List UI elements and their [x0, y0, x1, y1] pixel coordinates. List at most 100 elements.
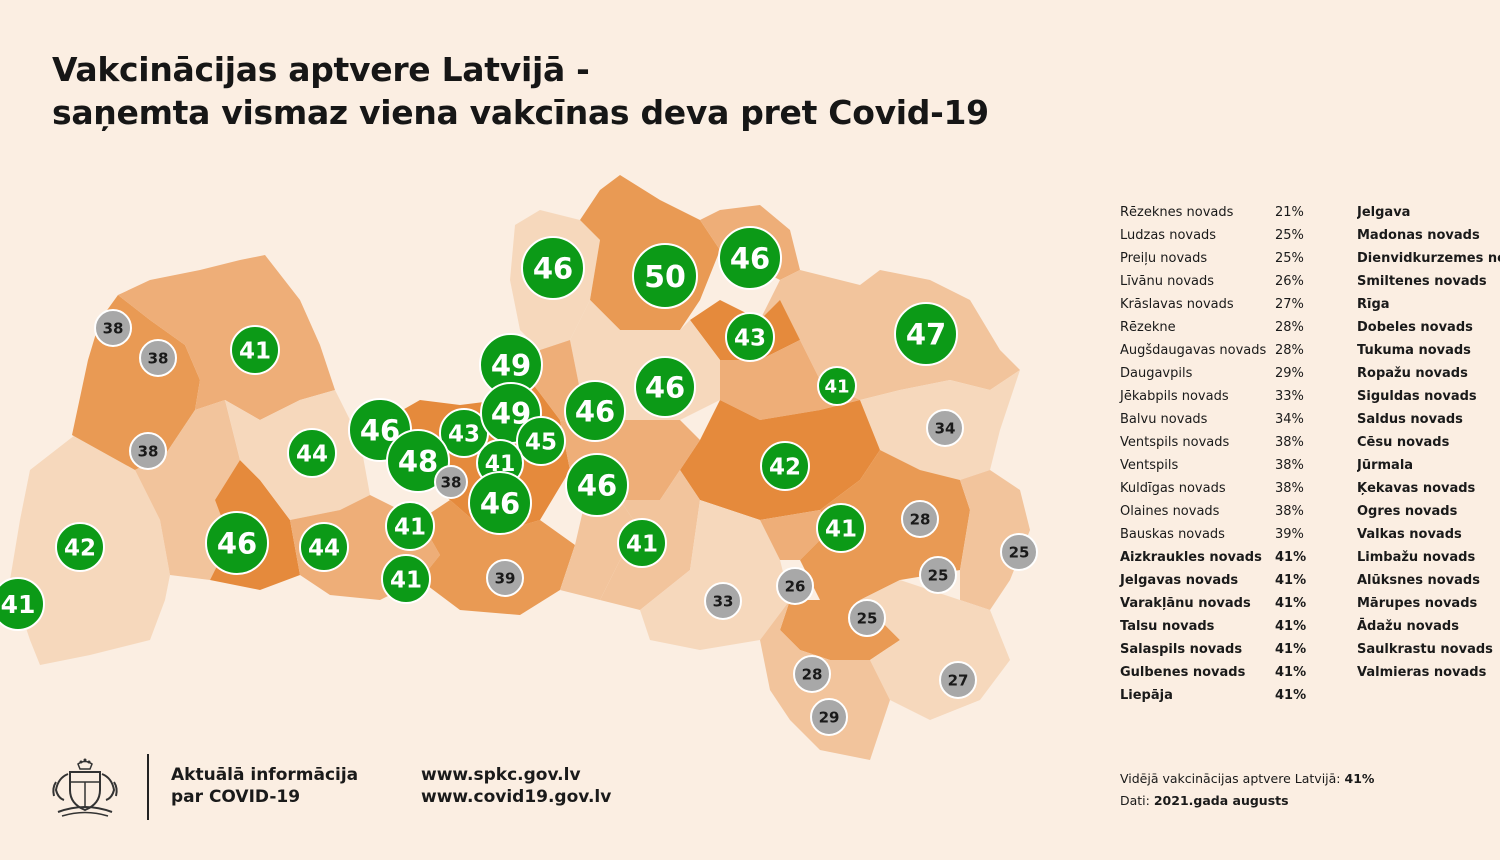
- marker-circle: [617, 518, 667, 568]
- coverage-row: Jēkabpils novads 33%: [1120, 385, 1320, 408]
- footer-info-line-2: par COVID-19: [171, 787, 301, 807]
- link-covid19[interactable]: www.covid19.gov.lv: [421, 787, 612, 807]
- coverage-row: Aizkraukles novads 41%: [1120, 546, 1320, 569]
- coverage-percent: 25%: [1275, 251, 1304, 266]
- marker-value: 38: [441, 473, 462, 491]
- coverage-row: Ludzas novads 25%: [1120, 224, 1320, 247]
- average-label: Vidējā vakcinācijas aptvere Latvijā:: [1120, 771, 1341, 786]
- marker-value: 26: [785, 577, 806, 595]
- marker-circle: [230, 325, 280, 375]
- map-marker: 38: [434, 465, 468, 499]
- coverage-row: Gulbenes novads 41%: [1120, 661, 1320, 684]
- map-marker: 41: [617, 518, 667, 568]
- marker-value: 38: [103, 319, 124, 337]
- marker-circle: [901, 500, 939, 538]
- marker-value: 47: [906, 317, 946, 351]
- marker-value: 34: [935, 419, 956, 437]
- municipality-name: Tukuma novads: [1357, 343, 1471, 358]
- marker-circle: [139, 339, 177, 377]
- marker-circle: [205, 511, 269, 575]
- link-spkc[interactable]: www.spkc.gov.lv: [421, 765, 581, 785]
- municipality-name: Ogres novads: [1357, 504, 1458, 519]
- map-marker: 34: [926, 409, 964, 447]
- marker-circle: [718, 226, 782, 290]
- footer-info-line-1: Aktuālā informācija: [171, 765, 359, 785]
- coverage-percent: 29%: [1275, 366, 1304, 381]
- municipality-name: Jūrmala: [1357, 458, 1414, 473]
- map-marker: 41: [385, 501, 435, 551]
- map-marker: 25: [848, 599, 886, 637]
- marker-value: 42: [769, 454, 801, 480]
- marker-circle: [760, 441, 810, 491]
- map-marker: 39: [486, 559, 524, 597]
- marker-circle: [810, 698, 848, 736]
- municipality-name: Dobeles novads: [1357, 320, 1473, 335]
- region-bauska: [560, 480, 640, 600]
- footer-info: Aktuālā informācija par COVID-19: [171, 764, 358, 808]
- marker-circle: [704, 582, 742, 620]
- map-marker: 46: [634, 356, 696, 418]
- marker-circle: [434, 465, 468, 499]
- coverage-percent: 38%: [1275, 481, 1304, 496]
- municipality-name: Mārupes novads: [1357, 596, 1478, 611]
- municipality-name: Līvānu novads: [1120, 274, 1215, 289]
- title-line-1: Vakcinācijas aptvere Latvijā -: [52, 50, 590, 89]
- marker-value: 28: [910, 510, 931, 528]
- marker-value: 45: [525, 429, 557, 455]
- municipality-name: Madonas novads: [1357, 228, 1480, 243]
- marker-circle: [287, 428, 337, 478]
- coverage-row: Bauskas novads 39%: [1120, 523, 1320, 546]
- marker-value: 41: [239, 338, 271, 364]
- footer-note: Vidējā vakcinācijas aptvere Latvijā: 41%…: [1120, 768, 1374, 812]
- marker-value: 43: [734, 325, 766, 351]
- title-line-2: saņemta vismaz viena vakcīnas deva pret …: [52, 93, 989, 132]
- municipality-name: Cēsu novads: [1357, 435, 1450, 450]
- region-jelgava: [420, 500, 575, 615]
- marker-value: 46: [217, 526, 257, 560]
- map-marker: 46: [468, 471, 532, 535]
- region-talsi: [118, 255, 335, 420]
- map-marker: 46: [564, 380, 626, 442]
- municipality-name: Valkas novads: [1357, 527, 1462, 542]
- map-marker: 25: [919, 556, 957, 594]
- municipality-name: Liepāja: [1120, 688, 1173, 703]
- coverage-row: Varakļānu novads 41%: [1120, 592, 1320, 615]
- marker-circle: [55, 522, 105, 572]
- map-marker: 41: [0, 577, 45, 631]
- map-marker: 41: [230, 325, 280, 375]
- municipality-name: Siguldas novads: [1357, 389, 1477, 404]
- map-marker: 41: [817, 366, 857, 406]
- marker-value: 28: [802, 665, 823, 683]
- map-marker: 29: [810, 698, 848, 736]
- marker-circle: [565, 453, 629, 517]
- marker-circle: [521, 236, 585, 300]
- coverage-row: Jelgavas novads 41%: [1120, 569, 1320, 592]
- marker-value: 41: [390, 567, 422, 593]
- coverage-percent: 41%: [1275, 596, 1307, 611]
- coverage-row: Daugavpils 29%: [1120, 362, 1320, 385]
- marker-value: 46: [575, 394, 615, 428]
- municipality-name: Saulkrastu novads: [1357, 642, 1493, 657]
- coverage-row: Līvānu novads 26%: [1120, 270, 1320, 293]
- marker-circle: [386, 429, 450, 493]
- map-marker: 28: [901, 500, 939, 538]
- municipality-name: Alūksnes novads: [1357, 573, 1480, 588]
- marker-circle: [926, 409, 964, 447]
- map-marker: 41: [381, 554, 431, 604]
- municipality-name: Ventspils novads: [1120, 435, 1230, 450]
- coverage-percent: 39%: [1275, 527, 1304, 542]
- municipality-name: Ķekavas novads: [1357, 481, 1476, 496]
- municipality-name: Salaspils novads: [1120, 642, 1243, 657]
- region-ludza: [960, 470, 1030, 610]
- marker-circle: [816, 503, 866, 553]
- marker-circle: [381, 554, 431, 604]
- map-marker: 48: [386, 429, 450, 493]
- map-marker: 50: [632, 243, 698, 309]
- coverage-row: Ventspils 38%: [1120, 454, 1320, 477]
- marker-value: 46: [730, 241, 770, 275]
- page-title: Vakcinācijas aptvere Latvijā - saņemta v…: [52, 48, 989, 134]
- municipality-name: Limbažu novads: [1357, 550, 1476, 565]
- marker-value: 38: [148, 349, 169, 367]
- map-marker: 38: [129, 432, 167, 470]
